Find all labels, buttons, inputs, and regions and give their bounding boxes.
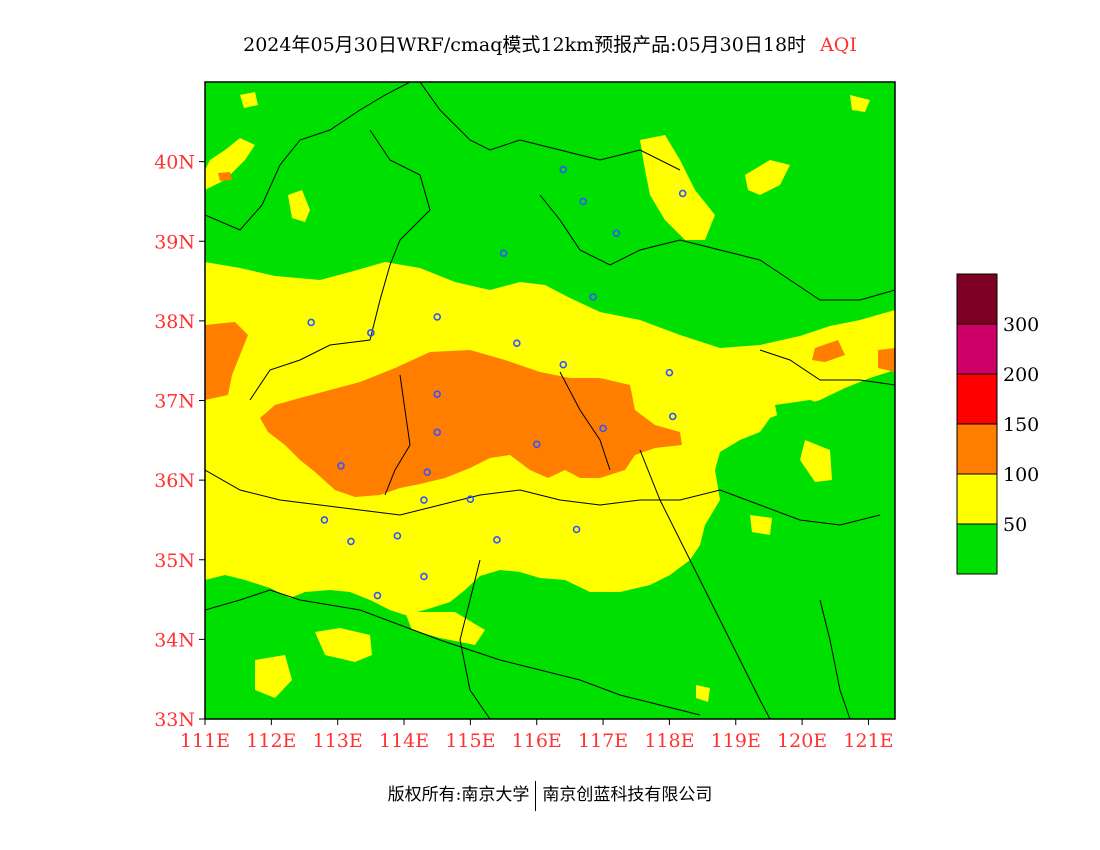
colorbar-swatch xyxy=(956,323,998,375)
copyright-label: 版权所有:南京大学 xyxy=(387,785,530,805)
lat-tick-label: 34N xyxy=(154,629,195,651)
lat-tick-label: 40N xyxy=(154,152,195,174)
colorbar-swatch xyxy=(956,273,998,325)
good-aqi-patch xyxy=(775,400,850,440)
station-marker xyxy=(559,165,568,174)
lat-tick-label: 36N xyxy=(154,470,195,492)
station-marker xyxy=(559,360,568,369)
title-main: 2024年05月30日WRF/cmaq模式12km预报产品:05月30日18时 xyxy=(243,34,807,56)
colorbar-swatch xyxy=(956,523,998,575)
lat-tick-label: 33N xyxy=(154,709,195,731)
aqi-field xyxy=(205,82,895,719)
lon-tick-label: 111E xyxy=(180,730,230,752)
colorbar-label: 300 xyxy=(1003,314,1039,336)
aqi-colorbar: 50 100 150 200 300 xyxy=(956,273,1039,575)
station-marker xyxy=(433,390,442,398)
station-marker xyxy=(572,525,581,534)
station-marker xyxy=(433,428,442,437)
station-marker xyxy=(320,516,329,524)
sensitive-aqi-region xyxy=(878,348,895,372)
station-marker xyxy=(423,468,432,476)
moderate-aqi-blob xyxy=(255,655,292,698)
station-marker xyxy=(420,572,428,581)
lat-tick-label: 38N xyxy=(154,311,195,333)
moderate-aqi-blob xyxy=(288,190,310,222)
station-marker xyxy=(493,536,501,544)
moderate-aqi-blob xyxy=(205,138,255,190)
station-marker xyxy=(579,197,587,206)
moderate-aqi-blob xyxy=(696,685,710,702)
moderate-aqi-blob xyxy=(240,92,258,108)
station-marker xyxy=(532,440,541,449)
province-boundaries xyxy=(205,82,895,719)
lat-tick-label: 35N xyxy=(154,550,195,572)
lon-tick-label: 116E xyxy=(512,730,562,752)
lon-tick-label: 112E xyxy=(246,730,296,752)
lon-tick-label: 121E xyxy=(843,730,893,752)
station-marker xyxy=(433,313,442,321)
station-marker xyxy=(420,496,428,504)
moderate-aqi-blob xyxy=(750,515,772,535)
station-marker xyxy=(307,318,315,327)
moderate-aqi-blob xyxy=(640,135,715,240)
station-marker xyxy=(337,461,345,470)
station-marker xyxy=(367,329,375,337)
lat-tick-label: 37N xyxy=(154,391,195,413)
sensitive-aqi-region xyxy=(260,350,682,497)
station-marker xyxy=(668,412,677,421)
station-marker xyxy=(589,293,597,301)
footer-separator xyxy=(535,780,537,811)
lat-tick-label: 39N xyxy=(154,231,195,253)
latitude-axis: 33N 34N 35N 36N 37N 38N 39N 40N xyxy=(154,152,205,731)
station-marker xyxy=(513,339,521,347)
colorbar-label: 150 xyxy=(1003,414,1039,436)
lon-tick-label: 119E xyxy=(711,730,761,752)
lon-tick-label: 117E xyxy=(578,730,628,752)
footer: 版权所有:南京大学 南京创蓝科技有限公司 xyxy=(0,780,1100,811)
lon-tick-label: 113E xyxy=(313,730,363,752)
colorbar-swatch xyxy=(956,423,998,475)
lon-tick-label: 114E xyxy=(379,730,429,752)
colorbar-swatch xyxy=(956,373,998,425)
lon-tick-label: 115E xyxy=(445,730,495,752)
sensitive-aqi-region xyxy=(218,172,232,181)
partner-label: 南京创蓝科技有限公司 xyxy=(542,785,713,805)
moderate-aqi-blob xyxy=(745,160,790,195)
moderate-aqi-blob xyxy=(315,628,372,662)
lon-tick-label: 118E xyxy=(644,730,694,752)
station-marker xyxy=(373,591,382,600)
colorbar-label: 200 xyxy=(1003,364,1039,386)
monitoring-stations xyxy=(307,165,687,600)
sensitive-aqi-region xyxy=(205,322,248,400)
station-marker xyxy=(665,368,674,377)
title-product: AQI xyxy=(820,34,857,56)
station-marker xyxy=(678,189,687,198)
colorbar-swatch xyxy=(956,473,998,525)
station-marker xyxy=(612,229,621,238)
moderate-aqi-blob xyxy=(800,440,832,482)
station-marker xyxy=(466,495,475,504)
good-aqi-patch xyxy=(842,392,858,408)
station-marker xyxy=(499,249,508,257)
station-marker xyxy=(599,424,607,433)
map-title: 2024年05月30日WRF/cmaq模式12km预报产品:05月30日18时 A… xyxy=(0,30,1100,57)
station-marker xyxy=(347,537,355,546)
lon-tick-label: 120E xyxy=(777,730,827,752)
station-marker xyxy=(393,532,402,540)
colorbar-label: 100 xyxy=(1003,464,1039,486)
colorbar-label: 50 xyxy=(1003,514,1027,536)
longitude-axis: 111E 112E 113E 114E 115E 116E 117E 118E 119E 120E… xyxy=(180,719,894,752)
sensitive-aqi-region xyxy=(812,340,845,362)
moderate-aqi-blob xyxy=(850,95,870,112)
